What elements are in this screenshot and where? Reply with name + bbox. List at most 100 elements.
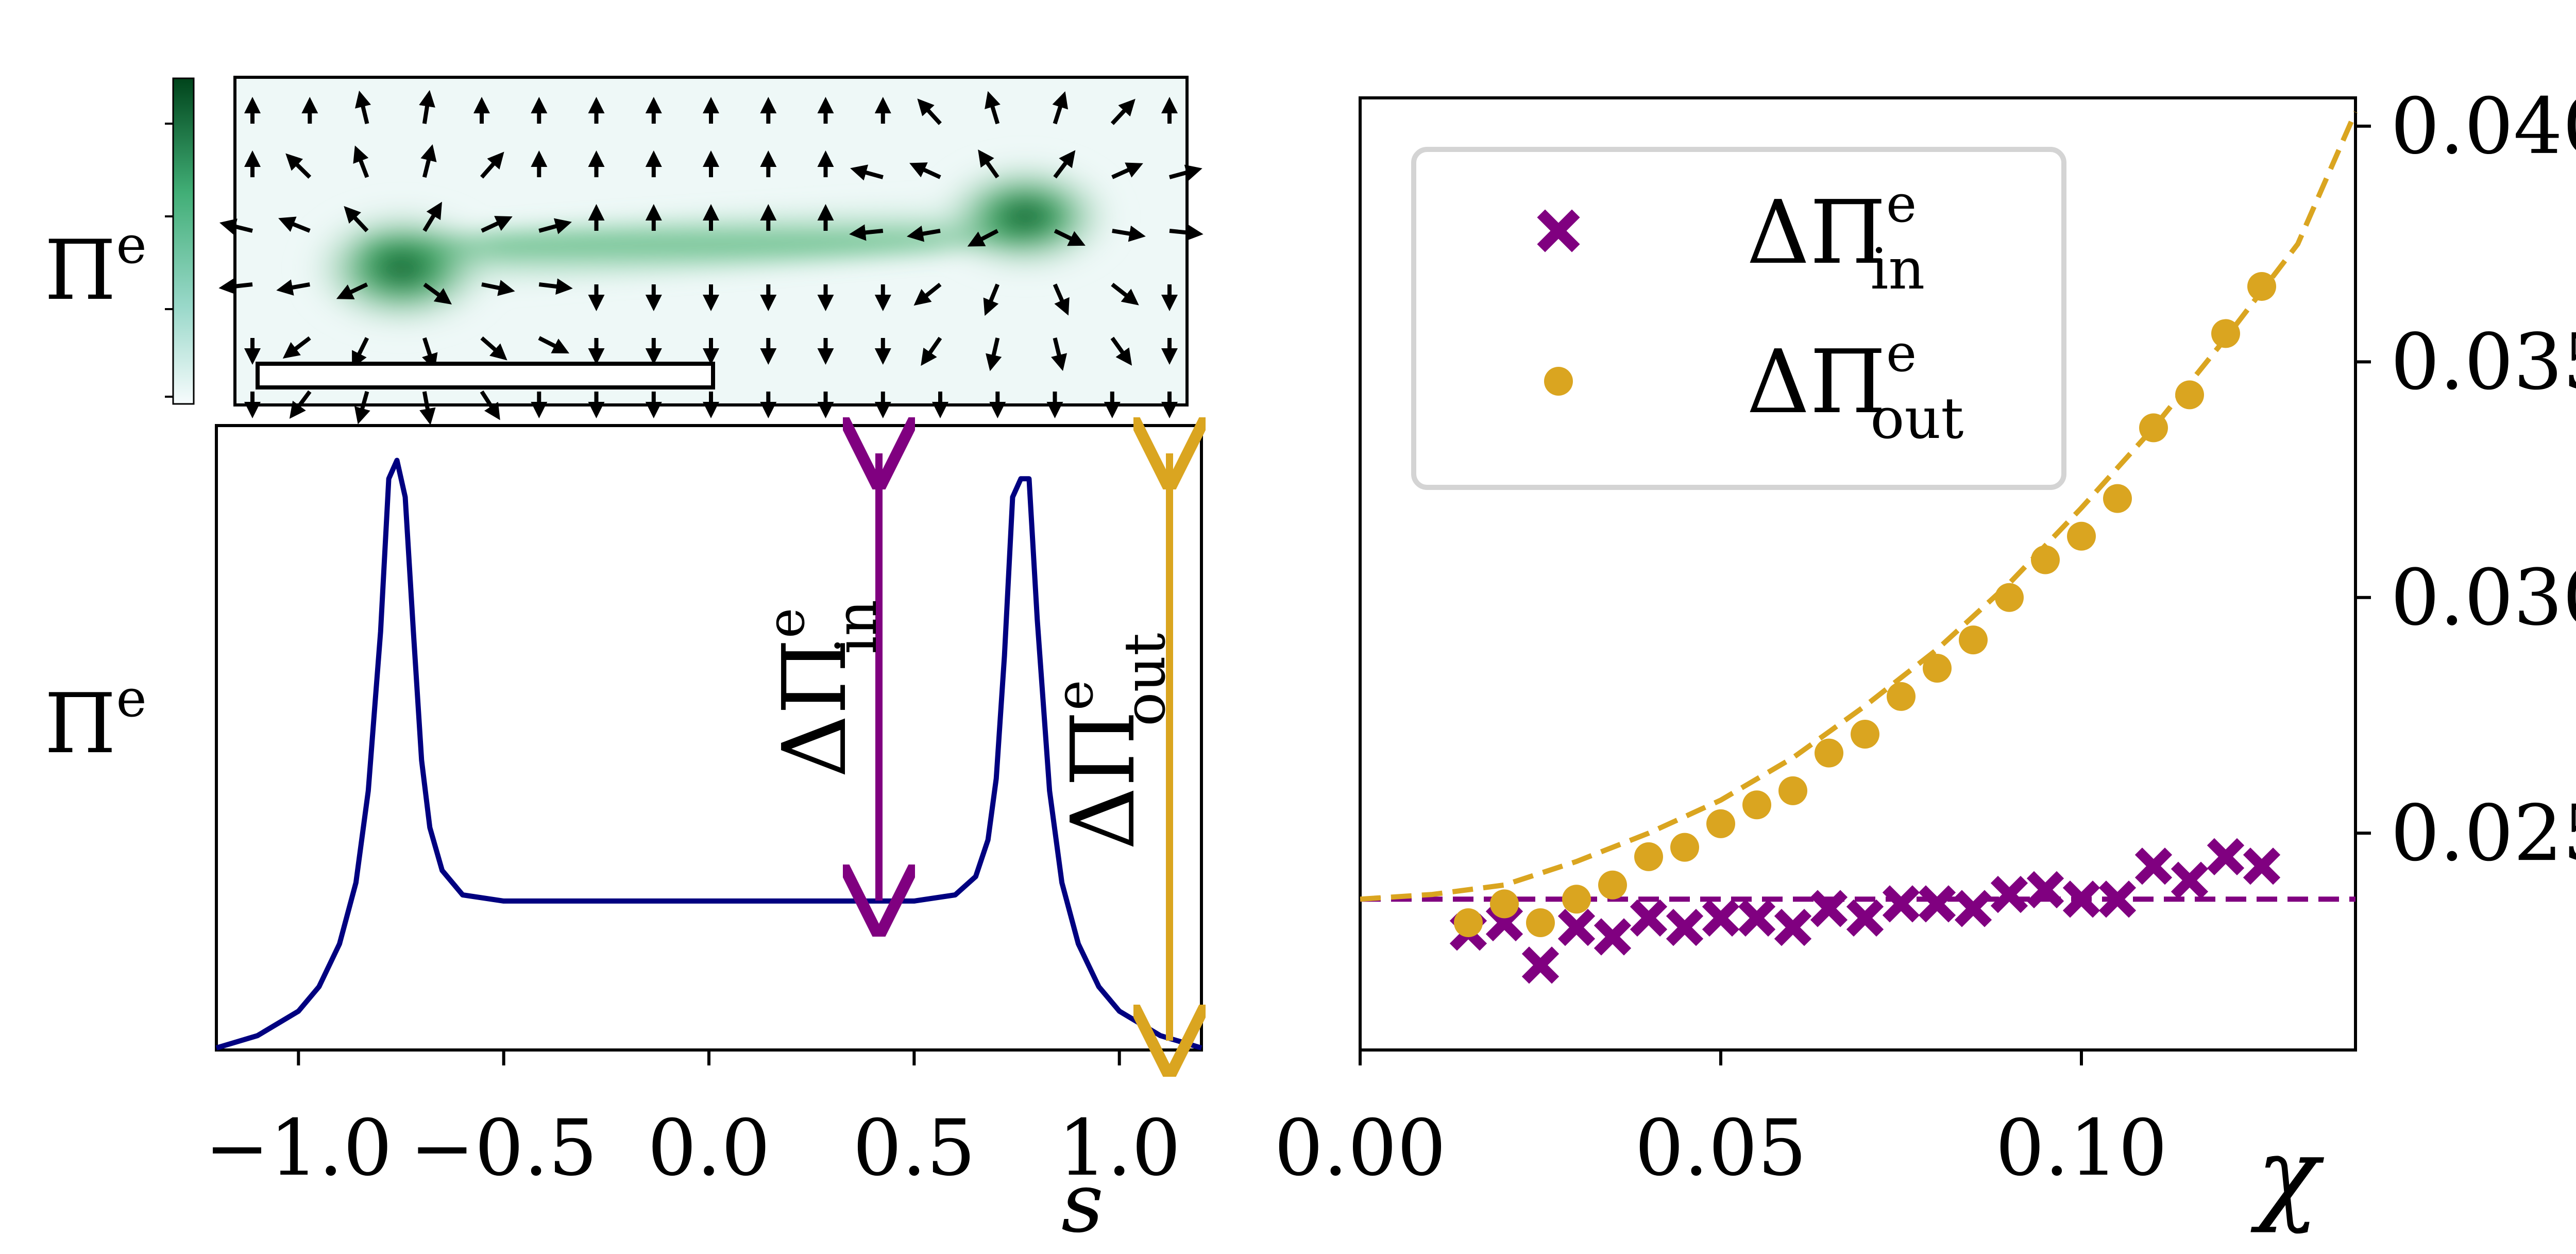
quiver-arrow (850, 164, 884, 181)
scatter-ytick-label: 0.025 (2391, 789, 2576, 878)
profile-xticks: −1.0 −0.5 0.0 0.5 1.0 (205, 1050, 1181, 1193)
quiver-arrow (906, 225, 941, 242)
heatmap-ylabel: Πe (44, 215, 147, 318)
point-delta-out (2103, 484, 2132, 513)
quiver-arrow (967, 229, 999, 247)
point-delta-in (1918, 885, 1956, 923)
point-delta-in (1774, 908, 1812, 946)
scatter-ytick-label: 0.040 (2391, 82, 2576, 172)
point-delta-out (1562, 885, 1591, 914)
scatter-xlabel: χ (2250, 1115, 2325, 1235)
point-delta-in (1594, 918, 1632, 956)
quiver-arrow (419, 90, 435, 124)
quiver-arrow (219, 218, 253, 235)
quiver-arrow (909, 162, 941, 179)
scatter-xtick-label: 0.00 (1274, 1104, 1446, 1193)
quiver-arrow (480, 336, 507, 361)
colorbar-ticks (165, 123, 173, 398)
quiver-arrow (420, 144, 437, 178)
point-delta-out (2031, 545, 2060, 574)
quiver-arrow (336, 282, 368, 300)
point-delta-out (1490, 889, 1519, 919)
quiver-arrow (985, 91, 1001, 125)
quiver-arrow (354, 90, 371, 124)
point-delta-in (1882, 885, 1920, 923)
point-delta-out (1959, 625, 1988, 655)
heatmap-frame (233, 76, 1189, 406)
scatter-xtick-label: 0.05 (1635, 1104, 1807, 1193)
scatter-panel: 0.00 0.05 0.10 0.025 0.030 0.035 0.040 χ ΔΠei… (1274, 82, 2576, 1235)
point-delta-in (1702, 899, 1740, 937)
point-delta-out (1598, 870, 1627, 900)
point-delta-out (1887, 682, 1916, 711)
point-delta-out (1815, 738, 1843, 768)
point-delta-out (2139, 413, 2168, 443)
legend-marker-out (1544, 367, 1573, 396)
profile-ylabel: Πe (44, 668, 147, 772)
quiver-arrow (481, 280, 515, 296)
quiver-arrow (1052, 91, 1069, 125)
scatter-ytick-label: 0.030 (2391, 553, 2576, 643)
heatmap-peak-right (927, 155, 1123, 278)
point-delta-in (2243, 848, 2281, 885)
colorbar (172, 77, 195, 405)
heatmap-peak-left (299, 201, 505, 335)
quiver-arrow (423, 282, 452, 304)
quiver-arrow (1050, 337, 1067, 371)
quiver-arrow (285, 153, 312, 179)
legend: ΔΠe in ΔΠe out (1411, 147, 2066, 490)
point-delta-in (1666, 908, 1704, 946)
profile-xtick-label: 1.0 (1058, 1104, 1181, 1193)
legend-label-out: ΔΠe out (1747, 323, 1964, 451)
point-delta-out (1706, 809, 1735, 838)
quiver-arrow (538, 218, 572, 234)
point-delta-out (1634, 842, 1663, 871)
point-delta-out (1526, 908, 1555, 937)
point-delta-out (2175, 380, 2204, 410)
quiver-arrow (1169, 224, 1204, 241)
quiver-arrow (921, 336, 942, 366)
quiver-arrow (986, 337, 1002, 371)
heatmap-panel: Πe (44, 76, 1204, 425)
point-delta-in (1557, 908, 1596, 946)
point-delta-out (2211, 319, 2240, 348)
profile-xtick-label: 0.0 (648, 1104, 771, 1193)
quiver-arrow (1111, 282, 1139, 306)
quiver-arrow (978, 149, 999, 179)
quiver-arrow (480, 151, 504, 179)
quiver-arrow (849, 224, 884, 241)
quiver-arrow (1110, 336, 1132, 366)
profile-panel: −1.0 −0.5 0.0 0.5 1.0 Πe s ΔΠe in ΔΠe out (44, 426, 1201, 1251)
quiver-arrow (1053, 150, 1076, 179)
quiver-arrow (480, 390, 500, 420)
quiver-arrow (289, 390, 312, 419)
legend-box (1411, 147, 2066, 490)
quiver-arrow (481, 216, 513, 233)
quiver-arrow (983, 283, 1000, 316)
profile-xlabel: s (1061, 1155, 1104, 1251)
profile-line (215, 457, 1202, 1050)
quiver-arrow (282, 336, 311, 359)
quiver-arrow (1168, 164, 1202, 181)
profile-xtick-label: −1.0 (205, 1104, 392, 1193)
quiver-arrow (1112, 225, 1146, 242)
scatter-points (1449, 272, 2281, 984)
quiver-arrow (1053, 283, 1070, 316)
point-delta-out (2247, 272, 2276, 301)
profile-xtick-label: −0.5 (410, 1104, 598, 1193)
point-delta-out (1923, 653, 1952, 683)
legend-label-in: ΔΠe in (1747, 174, 1925, 302)
point-delta-out (1851, 720, 1879, 749)
quiver-arrow (1111, 162, 1143, 179)
quiver-arrow (352, 337, 369, 369)
point-delta-out (1778, 776, 1807, 805)
heatmap-density (299, 155, 1123, 335)
profile-frame (215, 424, 1203, 1052)
point-delta-in (2098, 880, 2137, 918)
heatmap-scale-box (256, 362, 715, 389)
profile-xtick-label: 0.5 (853, 1104, 976, 1193)
scatter-fit-lines (1360, 111, 2358, 902)
legend-marker-in (1537, 209, 1580, 252)
point-delta-out (2067, 521, 2096, 551)
point-delta-in (1630, 899, 1668, 937)
